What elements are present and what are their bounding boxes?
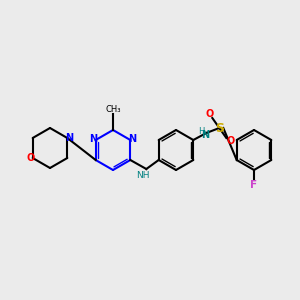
Text: S: S xyxy=(215,122,224,134)
Text: N: N xyxy=(128,134,136,144)
Text: N: N xyxy=(201,130,209,140)
Text: O: O xyxy=(226,136,234,146)
Text: NH: NH xyxy=(136,170,150,179)
Text: F: F xyxy=(250,180,258,190)
Text: O: O xyxy=(205,109,213,119)
Text: H: H xyxy=(198,127,204,136)
Text: N: N xyxy=(65,133,74,143)
Text: CH₃: CH₃ xyxy=(105,104,121,113)
Text: N: N xyxy=(90,134,98,144)
Text: O: O xyxy=(27,153,35,163)
